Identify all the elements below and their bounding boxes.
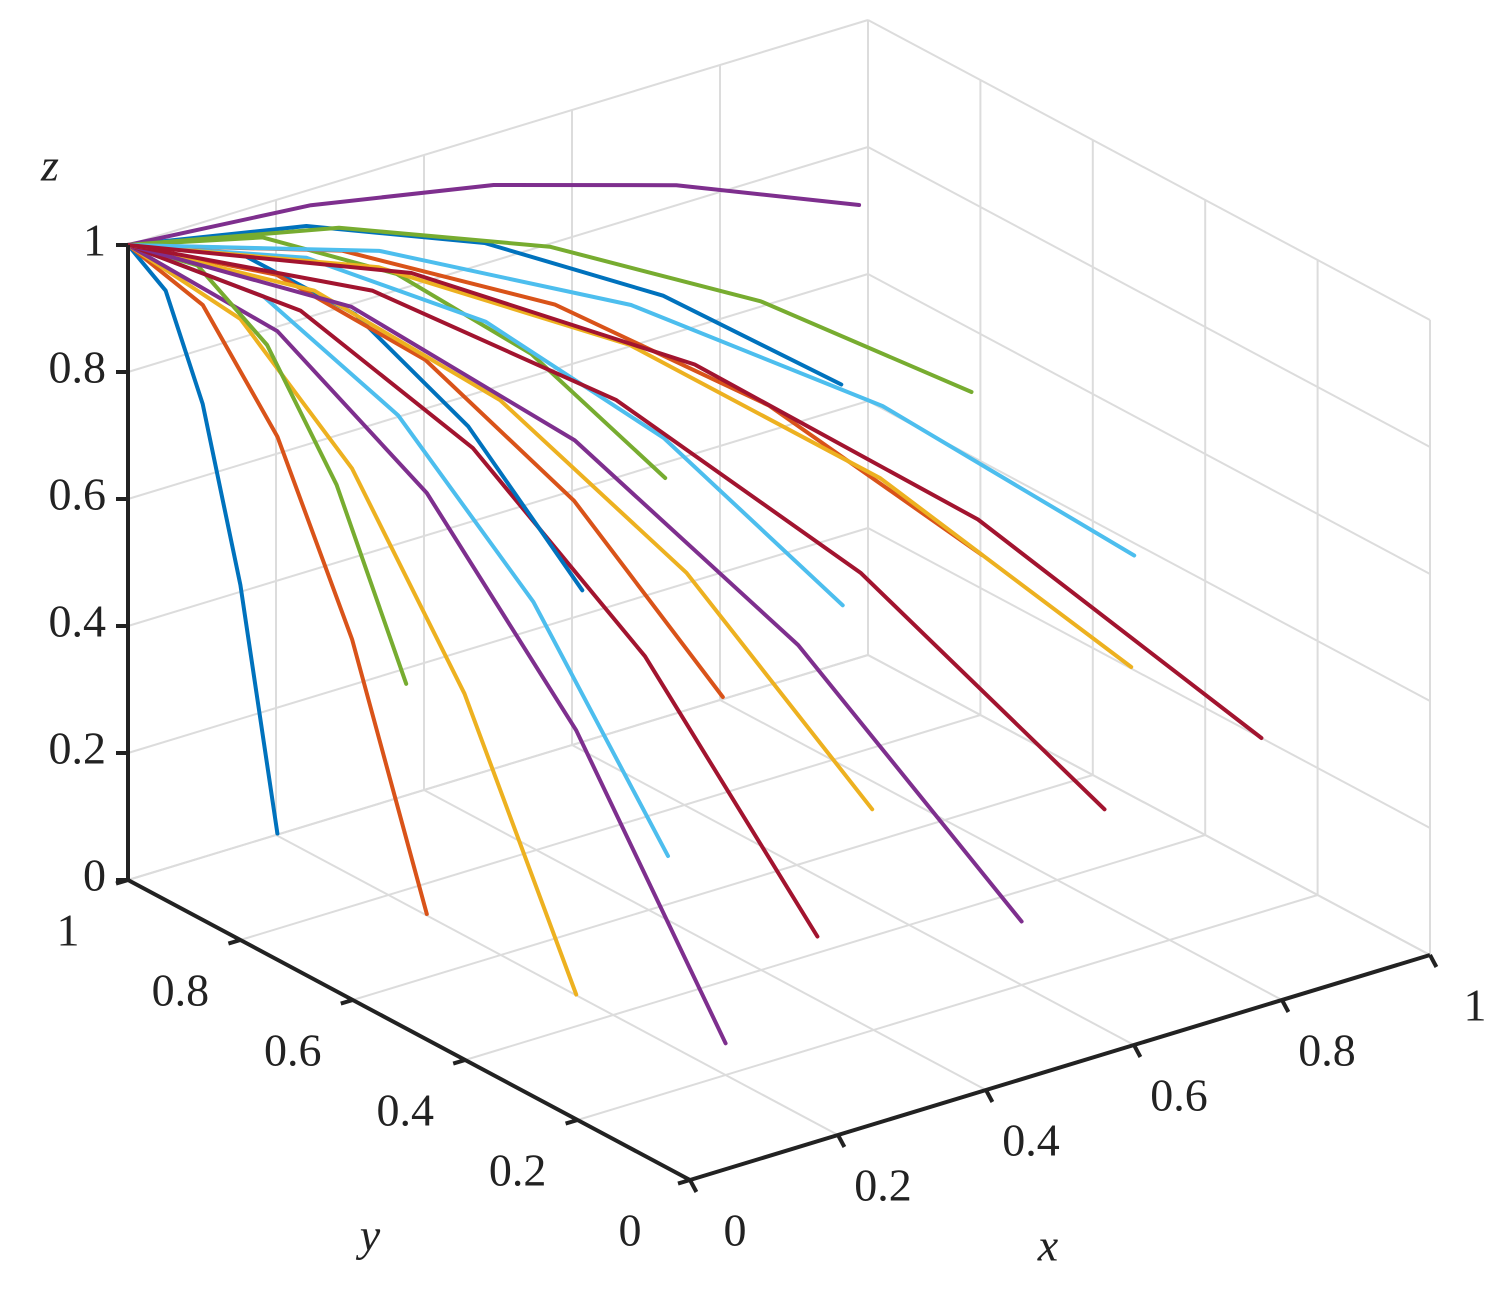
trajectory (126, 243, 409, 686)
grid-line (127, 400, 869, 627)
y-tick-label: 0.8 (152, 965, 210, 1016)
axes: 00.20.40.60.8100.20.40.60.8100.20.40.60.… (49, 215, 1487, 1256)
trajectory (126, 243, 429, 916)
grid-line (127, 654, 869, 881)
trajectory (126, 224, 844, 387)
trajectory (126, 243, 1137, 558)
x-tick-label: 0.2 (854, 1160, 912, 1211)
grid-line (127, 273, 869, 500)
trajectory (126, 243, 1107, 812)
trajectory (126, 243, 579, 997)
trajectory (126, 225, 974, 394)
x-tick (1132, 1044, 1143, 1058)
grid-line (571, 744, 1135, 1046)
y-tick-label: 1 (57, 905, 80, 956)
y-tick (452, 1058, 466, 1066)
grid-line (577, 894, 1318, 1121)
x-tick-label: 0.8 (1298, 1025, 1356, 1076)
grid-line (352, 774, 1094, 1001)
x-axis-label: x (1037, 1220, 1059, 1271)
y-tick-label: 0.2 (489, 1145, 547, 1196)
z-tick-label: 0.8 (49, 342, 107, 393)
y-tick (677, 1178, 691, 1186)
z-axis-label: z (40, 140, 59, 191)
grid-line (867, 527, 1431, 829)
x-tick-label: 0.4 (1002, 1115, 1060, 1166)
y-tick-label: 0.4 (376, 1085, 434, 1136)
grid-line (127, 527, 869, 754)
grid-line (423, 789, 987, 1091)
trajectory (126, 243, 1024, 924)
y-tick (115, 878, 129, 886)
grid-line (867, 654, 1431, 956)
grid-line (275, 834, 839, 1136)
grid-line (719, 699, 1283, 1001)
x-axis-line (689, 953, 1431, 1182)
trajectories (126, 183, 1264, 1046)
x-tick (836, 1134, 847, 1148)
y-tick (340, 998, 354, 1006)
x-tick (1428, 954, 1439, 968)
y-axis-line (127, 878, 691, 1182)
trajectory (126, 243, 1264, 740)
grid-line (127, 146, 869, 373)
y-tick (227, 938, 241, 946)
grid (127, 19, 1431, 1181)
trajectory (126, 243, 875, 812)
x-tick-label: 1 (1464, 980, 1487, 1031)
z-tick-label: 0.2 (49, 723, 107, 774)
z-tick-label: 1 (83, 215, 106, 266)
x-tick (984, 1089, 995, 1103)
y-axis-label: y (356, 1210, 381, 1261)
y-tick-label: 0 (619, 1205, 642, 1256)
y-tick (565, 1118, 579, 1126)
trajectory (126, 243, 845, 608)
grid-line (867, 273, 1431, 575)
x-tick (1280, 999, 1291, 1013)
y-tick-label: 0.6 (264, 1025, 322, 1076)
trajectory (126, 183, 862, 247)
trajectory (126, 243, 820, 939)
grid-line (127, 19, 869, 246)
z-tick-label: 0.4 (49, 596, 107, 647)
grid-line (240, 714, 981, 941)
trajectory (126, 243, 280, 836)
x-tick-label: 0.6 (1150, 1070, 1208, 1121)
grid-line (464, 834, 1206, 1061)
grid-line (867, 19, 1431, 321)
z-tick-label: 0 (83, 850, 106, 901)
x-tick-label: 0 (724, 1205, 747, 1256)
z-tick-label: 0.6 (49, 469, 107, 520)
grid-line (867, 146, 1431, 448)
x-tick (688, 1179, 699, 1193)
